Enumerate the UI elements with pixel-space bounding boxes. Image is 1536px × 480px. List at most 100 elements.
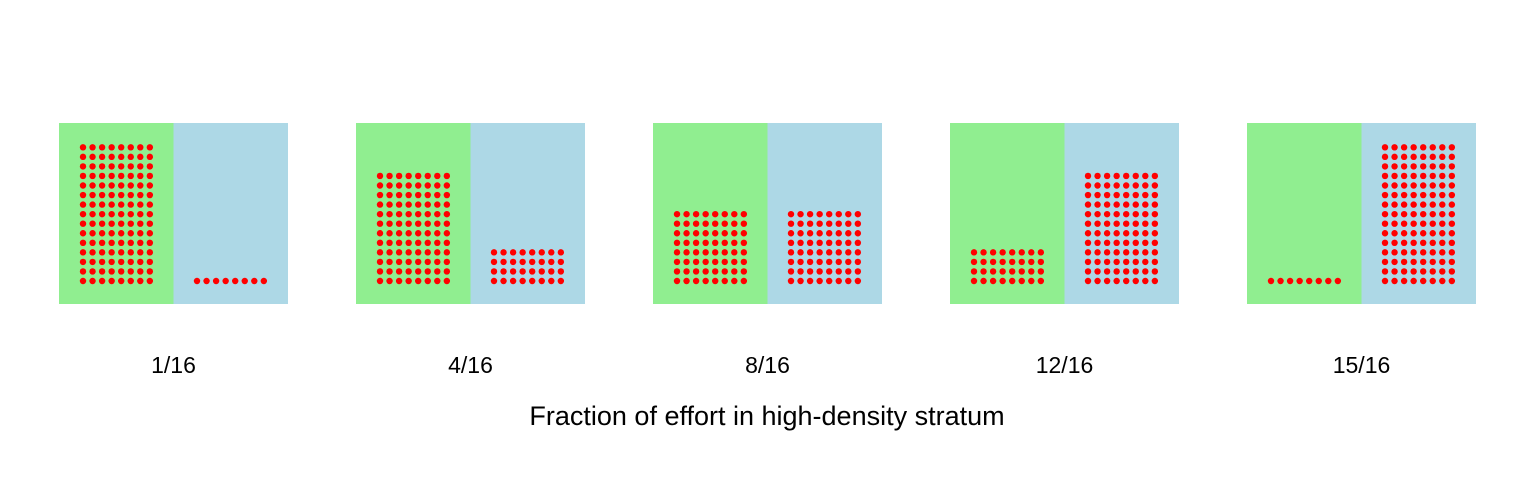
sample-point	[79, 239, 87, 246]
sample-point	[845, 249, 852, 256]
sample-point	[443, 277, 451, 285]
panel-label: 1/16	[151, 352, 196, 378]
sample-point	[98, 163, 106, 170]
sample-point	[826, 268, 833, 275]
sample-point	[500, 258, 507, 266]
sample-point	[1142, 277, 1149, 285]
sample-point	[415, 172, 422, 180]
sample-point	[89, 210, 96, 218]
sample-point	[1410, 277, 1417, 285]
sample-point	[424, 258, 431, 266]
sample-point	[386, 230, 393, 237]
sample-point	[1142, 230, 1149, 237]
sample-point	[146, 268, 154, 275]
sample-point	[1448, 210, 1456, 218]
sample-point	[1123, 210, 1130, 218]
sample-point	[1113, 277, 1120, 285]
x-axis-label: Fraction of effort in high-density strat…	[529, 401, 1004, 431]
sample-point	[1094, 191, 1101, 199]
sample-point	[79, 182, 87, 189]
sample-point	[1009, 249, 1016, 256]
sample-point	[1400, 144, 1408, 151]
sample-point	[970, 268, 978, 275]
sample-point	[806, 268, 814, 275]
panel-label: 12/16	[1036, 352, 1094, 378]
sample-point	[1381, 163, 1389, 170]
sample-point	[1400, 210, 1408, 218]
sample-point	[1009, 258, 1016, 266]
sample-point	[118, 239, 125, 246]
sample-point	[683, 277, 690, 285]
sample-point	[118, 268, 125, 275]
sample-point	[405, 239, 412, 246]
sample-point	[118, 220, 125, 227]
sample-point	[1123, 258, 1130, 266]
sample-point	[1132, 210, 1139, 218]
sample-point	[89, 249, 96, 256]
panel-label: 15/16	[1333, 352, 1391, 378]
sample-point	[1142, 239, 1149, 246]
sample-point	[443, 210, 451, 218]
sample-point	[1113, 172, 1120, 180]
sample-point	[127, 201, 134, 208]
sample-point	[538, 277, 545, 285]
sample-point	[434, 249, 441, 256]
right-points	[1381, 144, 1456, 285]
sample-point	[1429, 239, 1436, 246]
sample-point	[434, 210, 441, 218]
sample-point	[683, 258, 690, 266]
sample-point	[1391, 268, 1398, 275]
sample-point	[376, 201, 384, 208]
sample-point	[1410, 230, 1417, 237]
sample-point	[1391, 182, 1398, 189]
sample-point	[1448, 249, 1456, 256]
sample-point	[395, 230, 403, 237]
sample-point	[127, 210, 134, 218]
sample-point	[443, 182, 451, 189]
sample-point	[1448, 239, 1456, 246]
sample-point	[1448, 153, 1456, 161]
sample-point	[1151, 210, 1159, 218]
sample-point	[424, 230, 431, 237]
sample-point	[1018, 258, 1025, 266]
sample-point	[1420, 220, 1427, 227]
left-points	[79, 144, 154, 285]
sample-point	[702, 268, 709, 275]
sample-point	[1391, 239, 1398, 246]
sample-point	[1084, 258, 1092, 266]
sample-point	[845, 277, 852, 285]
sample-point	[1381, 191, 1389, 199]
sample-point	[424, 239, 431, 246]
sample-point	[108, 239, 115, 246]
sample-point	[108, 153, 115, 161]
sample-point	[1381, 172, 1389, 180]
left-points	[673, 210, 748, 285]
sample-point	[260, 277, 268, 285]
sample-point	[443, 268, 451, 275]
sample-point	[424, 182, 431, 189]
sample-point	[118, 201, 125, 208]
sample-point	[376, 172, 384, 180]
sample-point	[1151, 182, 1159, 189]
sample-point	[1151, 268, 1159, 275]
sample-point	[731, 258, 738, 266]
sample-point	[1103, 201, 1111, 208]
sample-point	[79, 153, 87, 161]
sample-point	[1084, 182, 1092, 189]
sample-point	[127, 172, 134, 180]
sample-point	[376, 182, 384, 189]
sample-point	[1410, 182, 1417, 189]
sample-point	[1420, 230, 1427, 237]
sample-point	[203, 277, 210, 285]
sample-point	[89, 220, 96, 227]
sample-point	[1132, 220, 1139, 227]
sample-point	[98, 153, 106, 161]
sample-point	[835, 230, 842, 237]
sample-point	[137, 172, 144, 180]
sample-point	[1420, 239, 1427, 246]
sample-point	[1381, 230, 1389, 237]
sample-point	[1084, 268, 1092, 275]
sample-point	[1094, 201, 1101, 208]
sample-point	[1103, 172, 1111, 180]
sample-point	[529, 258, 536, 266]
